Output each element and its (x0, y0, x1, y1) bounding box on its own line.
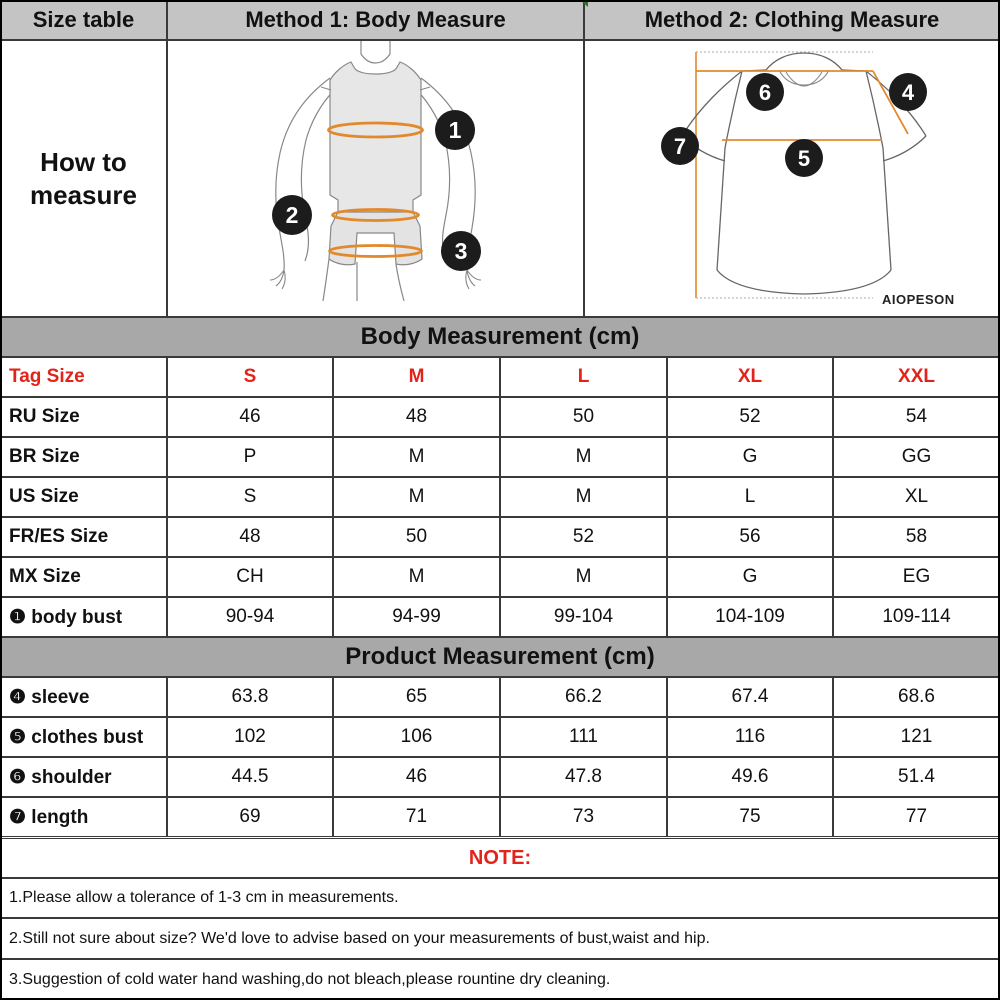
svg-text:5: 5 (798, 146, 810, 171)
svg-text:3: 3 (455, 238, 468, 264)
svg-text:6: 6 (759, 80, 771, 105)
svg-text:2: 2 (286, 202, 299, 228)
svg-text:7: 7 (674, 134, 686, 159)
svg-text:4: 4 (902, 80, 915, 105)
svg-text:1: 1 (449, 117, 462, 143)
svg-text:AIOPESON: AIOPESON (882, 292, 955, 307)
